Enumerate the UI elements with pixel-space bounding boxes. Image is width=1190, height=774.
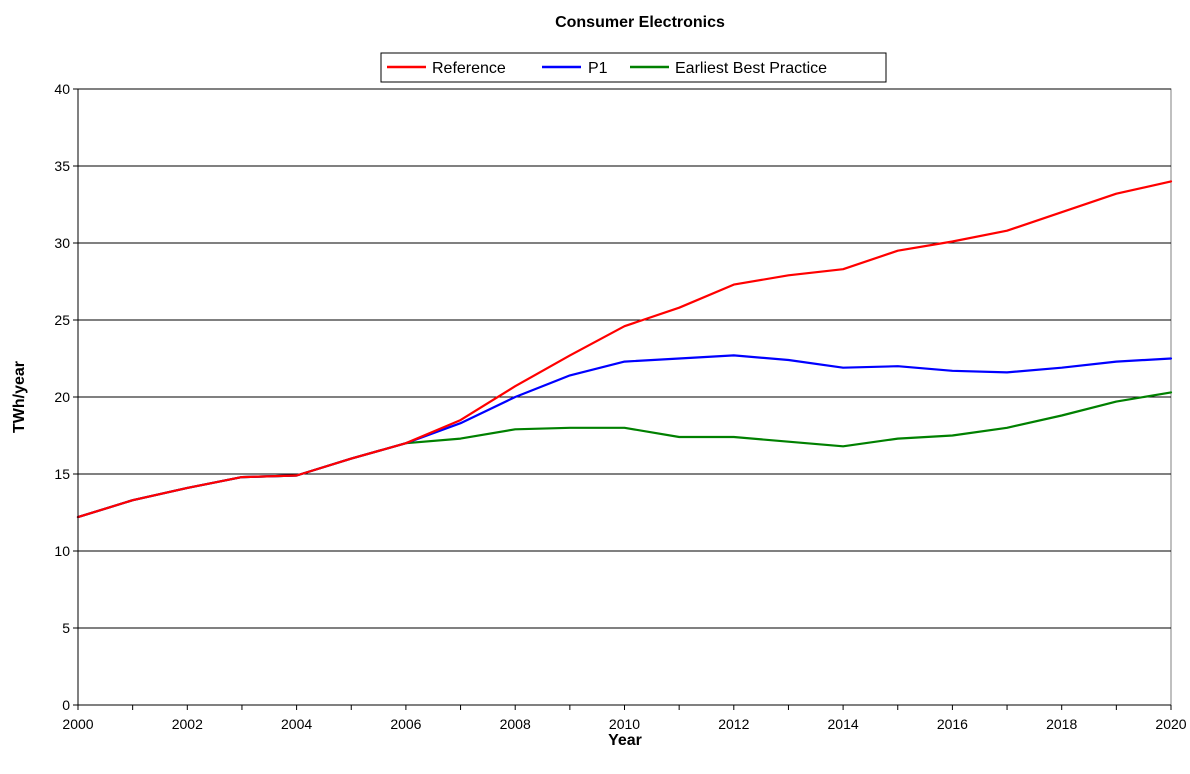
x-tick-label: 2018 <box>1046 716 1077 732</box>
y-tick-label: 40 <box>54 81 70 97</box>
legend-label-p1: P1 <box>588 60 608 77</box>
y-tick-label: 5 <box>62 620 70 636</box>
y-tick-label: 25 <box>54 312 70 328</box>
y-tick-label: 10 <box>54 543 70 559</box>
legend: Reference P1 Earliest Best Practice <box>380 52 887 83</box>
x-tick-label: 2010 <box>609 716 640 732</box>
x-tick-label: 2006 <box>390 716 421 732</box>
x-tick-label: 2012 <box>718 716 749 732</box>
y-tick-label: 30 <box>54 235 70 251</box>
series-line-reference <box>76 180 1173 519</box>
y-axis-title: TWh/year <box>11 361 28 433</box>
x-tick-label: 2008 <box>500 716 531 732</box>
x-tick-label: 2020 <box>1155 716 1186 732</box>
x-tick-label: 2004 <box>281 716 312 732</box>
x-tick-label: 2002 <box>172 716 203 732</box>
chart-title: Consumer Electronics <box>555 14 725 31</box>
x-tick-label: 2016 <box>937 716 968 732</box>
y-tick-label: 20 <box>54 389 70 405</box>
y-tick-label: 35 <box>54 158 70 174</box>
x-axis-title: Year <box>608 732 642 749</box>
y-tick-label: 0 <box>62 697 70 713</box>
legend-label-earliest-best-practice: Earliest Best Practice <box>675 60 827 77</box>
legend-label-reference: Reference <box>432 60 506 77</box>
y-axis-ticks: 0 5 10 15 20 25 30 35 40 <box>54 81 79 713</box>
x-axis-ticks: 2000 2002 2004 2006 2008 2010 2012 2014 2016 2018… <box>62 704 1187 732</box>
x-tick-label: 2014 <box>828 716 859 732</box>
y-tick-label: 15 <box>54 466 70 482</box>
gridlines <box>78 88 1171 629</box>
x-tick-label: 2000 <box>62 716 93 732</box>
series-lines <box>76 180 1173 519</box>
